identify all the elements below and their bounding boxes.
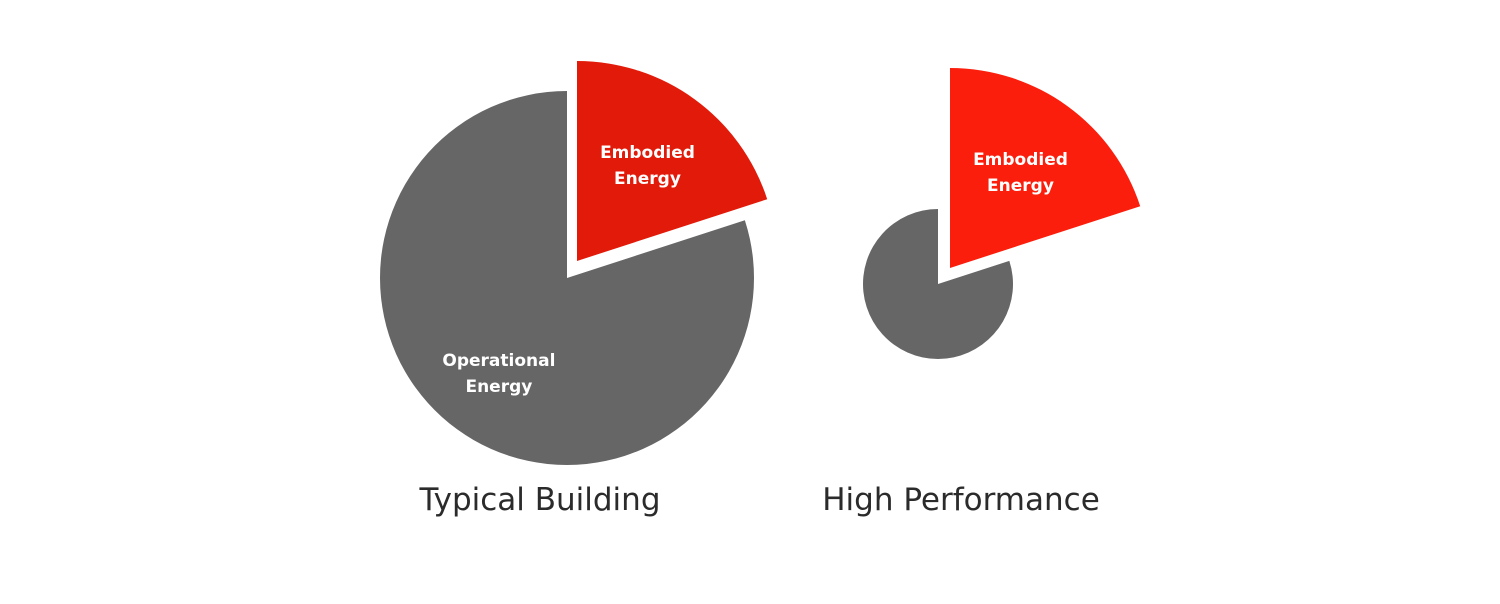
unlabeled-1-slice xyxy=(863,209,1014,359)
typical-building-pie-chart: Embodied Energy Operational Energy Typical B… xyxy=(380,61,768,518)
chart-title: High Performance xyxy=(822,482,1100,518)
chart-title: Typical Building xyxy=(418,482,660,518)
embodied-energy-slice xyxy=(577,61,768,261)
operational-energy-slice-label: Operational Energy xyxy=(442,351,555,397)
embodied-energy-slice xyxy=(950,68,1141,268)
high-performance-pie-chart: Embodied Energy High Performance xyxy=(822,68,1141,518)
operational-energy-slice xyxy=(380,91,755,465)
embodied-energy-slice-label: Embodied Energy xyxy=(973,150,1068,196)
embodied-energy-slice-label: Embodied Energy xyxy=(600,143,695,189)
